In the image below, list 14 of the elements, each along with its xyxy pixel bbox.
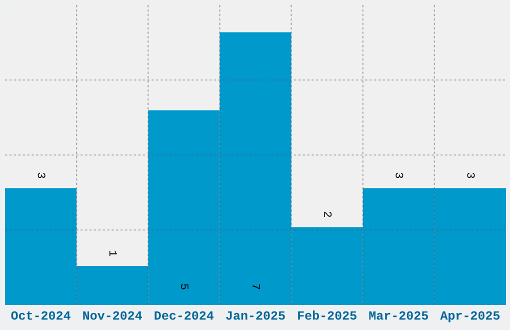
data-label: 5	[180, 284, 188, 290]
data-label: 2	[324, 212, 332, 217]
x-tick-label: Dec-2024	[154, 311, 214, 320]
data-label: 3	[396, 172, 404, 178]
x-tick-label: Nov-2024	[83, 311, 142, 320]
x-tick-label: Jan-2025	[226, 311, 285, 320]
x-tick-label: Mar-2025	[369, 311, 428, 320]
data-label: 1	[109, 250, 117, 256]
data-label: 3	[38, 172, 46, 178]
x-tick-label: Feb-2025	[298, 310, 356, 320]
data-label: 7	[252, 284, 260, 290]
data-label: 3	[467, 172, 475, 178]
x-tick-label: Apr-2025	[440, 311, 500, 322]
x-tick-label: Oct-2024	[11, 311, 70, 320]
